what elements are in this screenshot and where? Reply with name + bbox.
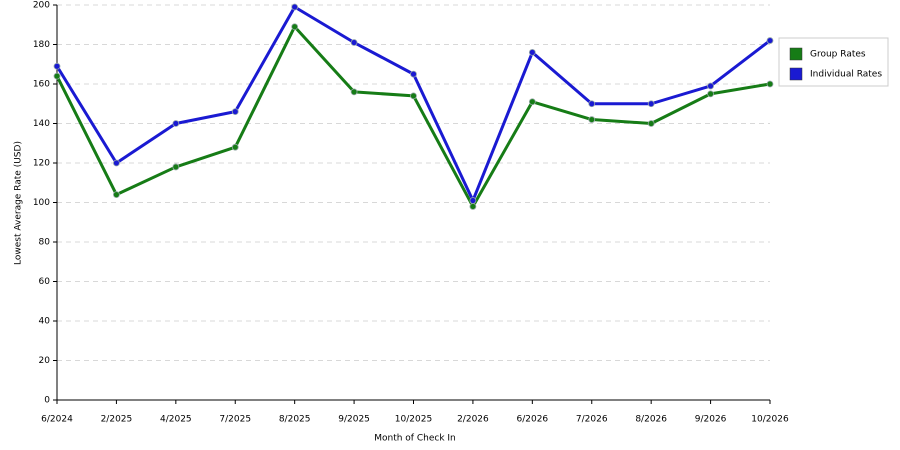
y-tick-label: 180 (33, 40, 50, 50)
x-tick-label: 9/2026 (695, 415, 727, 425)
data-point (766, 37, 774, 44)
y-tick-label: 20 (39, 356, 51, 366)
data-point (53, 72, 61, 80)
data-point (53, 62, 61, 70)
data-point (707, 90, 714, 98)
x-tick-label: 10/2025 (395, 415, 432, 425)
legend-label: Individual Rates (810, 70, 882, 80)
x-tick-label: 10/2026 (751, 415, 789, 425)
data-point (469, 203, 477, 210)
data-point (647, 120, 655, 127)
data-point (528, 98, 536, 106)
data-point (528, 49, 536, 56)
data-point (766, 80, 774, 88)
y-tick-label: 0 (44, 396, 50, 406)
y-tick-label: 160 (33, 80, 50, 90)
data-point (588, 100, 596, 108)
x-axis-title: Month of Check In (374, 434, 456, 444)
x-tick-label: 6/2024 (41, 415, 73, 425)
data-point (469, 197, 477, 204)
y-tick-label: 120 (33, 159, 50, 169)
x-tick-label: 2/2025 (101, 415, 133, 425)
y-tick-label: 200 (33, 1, 50, 11)
y-tick-label: 100 (33, 198, 50, 208)
x-tick-label: 9/2025 (338, 415, 370, 425)
data-point (231, 143, 239, 151)
legend-swatch (789, 67, 803, 81)
data-point (707, 82, 714, 90)
x-tick-label: 7/2025 (219, 415, 251, 425)
x-tick-label: 6/2026 (516, 415, 548, 425)
x-tick-label: 7/2026 (576, 415, 608, 425)
data-point (113, 191, 120, 199)
x-tick-label: 2/2026 (457, 415, 489, 425)
data-point (172, 120, 180, 127)
legend-swatch (789, 47, 803, 61)
y-tick-label: 140 (33, 119, 50, 129)
data-point (647, 100, 655, 108)
x-tick-label: 4/2025 (160, 415, 192, 425)
data-point (113, 159, 120, 167)
data-point (588, 116, 596, 123)
data-point (350, 39, 358, 46)
data-point (350, 88, 358, 96)
y-tick-label: 40 (39, 317, 51, 327)
data-point (410, 92, 417, 100)
data-point (291, 3, 299, 11)
x-tick-label: 8/2025 (279, 415, 311, 425)
data-point (231, 108, 239, 116)
x-tick-label: 8/2026 (635, 415, 667, 425)
y-tick-label: 60 (39, 277, 51, 287)
legend-label: Group Rates (810, 50, 866, 60)
series-line (55, 25, 771, 208)
data-point (172, 163, 180, 171)
data-point (410, 70, 417, 78)
y-tick-label: 80 (39, 238, 51, 248)
data-point (291, 23, 299, 31)
y-axis-title: Lowest Average Rate (USD) (14, 141, 24, 265)
